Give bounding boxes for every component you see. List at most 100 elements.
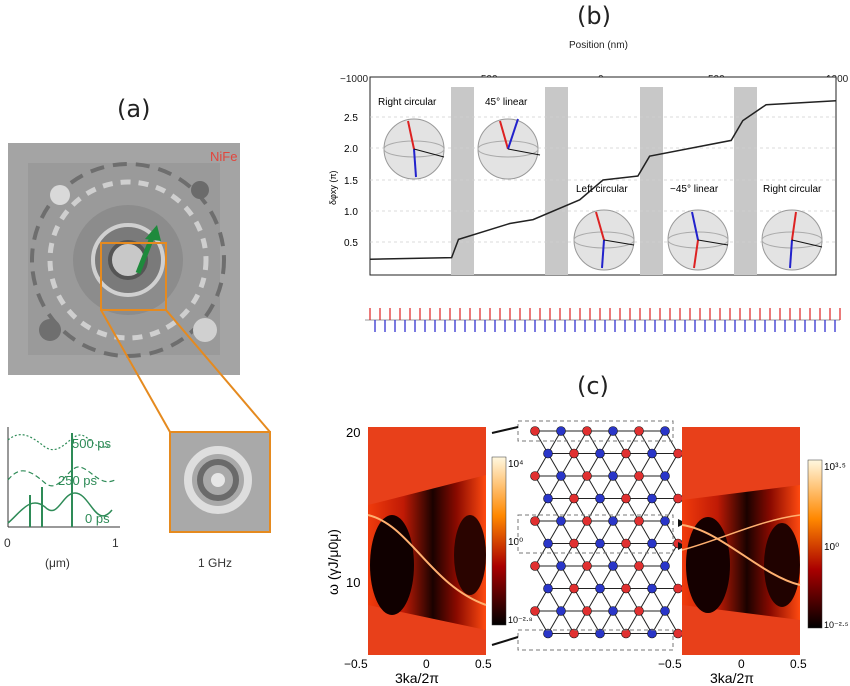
lattice-site: [608, 516, 618, 526]
lattice-site: [647, 448, 657, 459]
top-axis-label: Position (nm): [569, 40, 628, 51]
panel-a-label: (a): [117, 95, 151, 123]
c-right-xtick-2: 0.5: [790, 657, 807, 671]
honeycomb-lattice: [530, 426, 683, 639]
lattice-site: [582, 426, 592, 436]
y-tick-3: 2.0: [344, 144, 358, 155]
c-right-xlabel: 3ka/2π: [710, 670, 754, 686]
right-cbar-mid: 10⁰: [824, 542, 839, 553]
lattice-site: [569, 493, 579, 504]
lattice-site: [647, 538, 657, 549]
left-cbar-max: 10⁴: [508, 459, 523, 470]
lattice-site: [543, 583, 553, 594]
nife-label: NiFe: [210, 149, 237, 164]
pointer-arrow-bottom: [491, 636, 519, 646]
lattice-site: [621, 583, 631, 594]
polarization-label-2: 45° linear: [485, 97, 528, 108]
lattice-site: [582, 471, 592, 481]
lattice-site: [530, 606, 540, 616]
arrow-head: [145, 225, 161, 241]
polarization-label-5: Right circular: [763, 184, 822, 195]
lattice-site: [569, 583, 579, 594]
lattice-site: [673, 448, 683, 459]
lattice-site: [647, 583, 657, 594]
grey-band-1: [451, 87, 474, 275]
lattice-site: [595, 583, 605, 594]
lattice-site: [543, 493, 553, 504]
y-tick-1: 1.0: [344, 207, 358, 218]
lattice-site: [621, 493, 631, 504]
magnetization-arrow: [135, 234, 156, 274]
lattice-site: [634, 606, 644, 616]
left-cbar-mid: 10⁰: [508, 537, 523, 548]
lattice-site: [673, 628, 683, 639]
c-right-xtick-1: 0: [738, 657, 745, 671]
lattice-site: [608, 426, 618, 436]
lattice-site: [582, 516, 592, 526]
sphere-3: [573, 209, 635, 271]
lattice-site: [569, 448, 579, 459]
grey-band-2: [545, 87, 568, 275]
lattice-site: [647, 628, 657, 639]
profile-xtick-1: 1: [112, 536, 119, 550]
top-tick-4: 1000: [826, 74, 849, 85]
y-axis-label: δφxy (π): [328, 170, 338, 205]
lattice-site: [530, 561, 540, 571]
phase-step-line: [369, 100, 837, 260]
lattice-box-mid: [517, 514, 674, 554]
lattice-box-bottom: [517, 629, 674, 651]
lattice-site: [660, 426, 670, 436]
lattice-site: [556, 516, 566, 526]
lattice-site: [543, 538, 553, 549]
c-left-xtick-0: −0.5: [344, 657, 368, 671]
lattice-site: [621, 628, 631, 639]
c-y-tick-10: 10: [346, 575, 360, 590]
lattice-site: [608, 606, 618, 616]
spin-chain: [365, 308, 841, 332]
lattice-site: [634, 516, 644, 526]
left-heatmap: [367, 427, 487, 655]
lattice-site: [543, 628, 553, 639]
c-left-xtick-2: 0.5: [475, 657, 492, 671]
left-cbar-min: 10⁻²·⁸: [508, 615, 533, 625]
polarization-label-1: Right circular: [378, 97, 437, 108]
grey-band-4: [734, 87, 757, 275]
c-y-label: ω (γJ/μ0μ): [325, 529, 341, 595]
lattice-site: [595, 538, 605, 549]
profile-time-500: 500 ps: [72, 436, 112, 451]
lattice-site: [660, 516, 670, 526]
panel-c-figure: 20 10 ω (γJ/μ0μ) −0.5 0 0.5 3ka/2π 10⁴ 1…: [325, 420, 849, 686]
lattice-site: [647, 493, 657, 504]
lattice-site: [673, 583, 683, 594]
profile-xtick-0: 0: [4, 536, 11, 550]
frequency-label: 1 GHz: [198, 556, 232, 570]
left-colorbar: [491, 456, 507, 626]
pointer-arrow-top: [491, 426, 519, 434]
lattice-site: [608, 471, 618, 481]
lattice-site: [569, 628, 579, 639]
lattice-site: [556, 471, 566, 481]
right-heatmap: [681, 427, 801, 655]
profile-time-0: 0 ps: [85, 511, 110, 526]
panel-c-label: (c): [577, 372, 609, 400]
profile-plot: [7, 427, 120, 528]
lattice-site: [530, 516, 540, 526]
y-tick-4: 2.5: [344, 113, 358, 124]
c-right-xtick-0: −0.5: [658, 657, 682, 671]
lattice-site: [556, 561, 566, 571]
polarization-label-4: −45° linear: [670, 184, 719, 195]
lattice-site: [660, 471, 670, 481]
lattice-site: [595, 628, 605, 639]
lattice-site: [608, 561, 618, 571]
lattice-site: [582, 561, 592, 571]
lattice-site: [595, 493, 605, 504]
top-tick-0: −1000: [340, 74, 369, 85]
right-cbar-max: 10³·⁵: [824, 462, 846, 473]
lattice-site: [660, 606, 670, 616]
lattice-site: [595, 448, 605, 459]
lattice-box-top: [517, 420, 674, 442]
lattice-site: [634, 471, 644, 481]
lattice-site: [556, 426, 566, 436]
c-left-xtick-1: 0: [423, 657, 430, 671]
right-cbar-min: 10⁻²·⁵: [824, 620, 849, 630]
